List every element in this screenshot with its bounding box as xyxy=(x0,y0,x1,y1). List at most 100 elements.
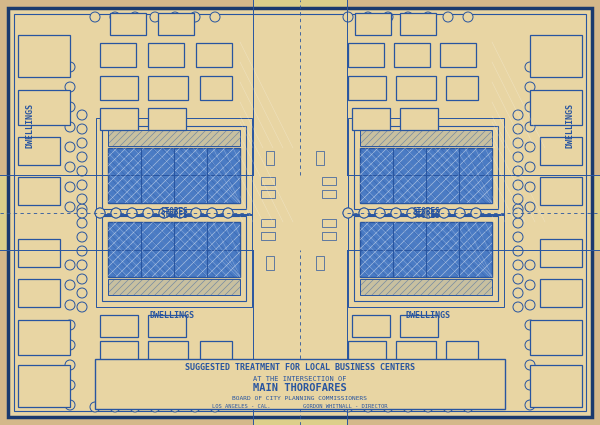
Circle shape xyxy=(65,142,75,152)
Circle shape xyxy=(403,402,413,412)
Bar xyxy=(440,371,476,395)
Circle shape xyxy=(95,208,105,218)
Circle shape xyxy=(525,62,535,72)
Bar xyxy=(100,76,138,100)
Circle shape xyxy=(525,162,535,172)
Bar xyxy=(100,43,136,67)
Circle shape xyxy=(423,402,433,412)
Circle shape xyxy=(423,208,433,218)
Bar xyxy=(108,222,240,277)
Circle shape xyxy=(207,208,217,218)
Circle shape xyxy=(443,402,453,412)
Circle shape xyxy=(191,208,201,218)
Bar xyxy=(322,190,336,198)
Circle shape xyxy=(439,208,449,218)
Circle shape xyxy=(77,274,87,284)
Circle shape xyxy=(525,380,535,390)
Circle shape xyxy=(513,138,523,148)
Text: STORES: STORES xyxy=(160,207,188,216)
Circle shape xyxy=(513,152,523,162)
Circle shape xyxy=(65,360,75,370)
Circle shape xyxy=(191,208,201,218)
Circle shape xyxy=(77,152,87,162)
Bar xyxy=(400,13,436,35)
Bar xyxy=(100,108,138,130)
Circle shape xyxy=(343,208,353,218)
Circle shape xyxy=(190,402,200,412)
Circle shape xyxy=(90,402,100,412)
Bar xyxy=(530,90,582,125)
Bar xyxy=(0,175,600,250)
Bar xyxy=(261,232,275,240)
Bar xyxy=(540,177,582,205)
Circle shape xyxy=(159,208,169,218)
Circle shape xyxy=(95,208,105,218)
Bar xyxy=(540,239,582,267)
Circle shape xyxy=(150,12,160,22)
Bar xyxy=(100,315,138,337)
Bar xyxy=(348,214,504,307)
Bar xyxy=(322,219,336,227)
Circle shape xyxy=(525,340,535,350)
Bar xyxy=(348,76,386,100)
Circle shape xyxy=(525,122,535,132)
Bar xyxy=(261,177,275,185)
Circle shape xyxy=(127,208,137,218)
Circle shape xyxy=(391,208,401,218)
Circle shape xyxy=(150,402,160,412)
Bar xyxy=(394,371,430,395)
Text: STORES: STORES xyxy=(412,207,440,216)
Bar xyxy=(108,148,240,203)
Bar xyxy=(261,219,275,227)
Bar xyxy=(322,232,336,240)
Bar xyxy=(200,341,232,365)
Circle shape xyxy=(111,208,121,218)
Text: STORES: STORES xyxy=(412,211,440,220)
Circle shape xyxy=(223,208,233,218)
Bar xyxy=(352,315,390,337)
Circle shape xyxy=(175,208,185,218)
Circle shape xyxy=(65,340,75,350)
Circle shape xyxy=(471,208,481,218)
Circle shape xyxy=(363,12,373,22)
Bar xyxy=(316,256,324,270)
Text: DWELLINGS: DWELLINGS xyxy=(149,311,194,320)
Circle shape xyxy=(77,208,87,218)
Circle shape xyxy=(77,218,87,228)
Circle shape xyxy=(65,400,75,410)
Bar xyxy=(18,239,60,267)
Bar xyxy=(400,315,438,337)
Bar xyxy=(96,214,252,307)
Circle shape xyxy=(65,62,75,72)
Circle shape xyxy=(65,320,75,330)
Circle shape xyxy=(65,280,75,290)
Circle shape xyxy=(65,202,75,212)
Circle shape xyxy=(127,208,137,218)
Circle shape xyxy=(513,180,523,190)
Text: SUGGESTED TREATMENT FOR LOCAL BUSINESS CENTERS: SUGGESTED TREATMENT FOR LOCAL BUSINESS C… xyxy=(185,363,415,372)
Circle shape xyxy=(65,182,75,192)
Circle shape xyxy=(77,288,87,298)
Text: DWELLINGS: DWELLINGS xyxy=(566,102,575,147)
Circle shape xyxy=(383,402,393,412)
Circle shape xyxy=(525,182,535,192)
Circle shape xyxy=(525,102,535,112)
Bar xyxy=(540,137,582,165)
Circle shape xyxy=(525,300,535,310)
Circle shape xyxy=(223,208,233,218)
Circle shape xyxy=(77,204,87,214)
Circle shape xyxy=(77,232,87,242)
Bar xyxy=(360,222,492,277)
Circle shape xyxy=(513,218,523,228)
Circle shape xyxy=(513,166,523,176)
Circle shape xyxy=(77,166,87,176)
Bar xyxy=(200,76,232,100)
Circle shape xyxy=(525,202,535,212)
Bar xyxy=(148,43,184,67)
Circle shape xyxy=(513,302,523,312)
Bar xyxy=(266,256,274,270)
Bar xyxy=(110,13,146,35)
Bar xyxy=(148,341,188,365)
Circle shape xyxy=(439,208,449,218)
Circle shape xyxy=(65,260,75,270)
